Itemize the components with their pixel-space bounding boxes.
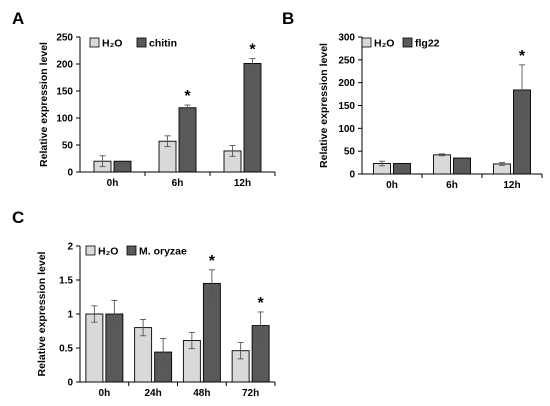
legend-swatch bbox=[136, 37, 147, 48]
y-axis-label: Relative expression level bbox=[36, 251, 48, 376]
y-tick-label: 150 bbox=[338, 101, 355, 112]
y-tick-label: 200 bbox=[56, 60, 73, 71]
bar bbox=[433, 154, 451, 175]
y-tick-label: 1.5 bbox=[59, 276, 73, 287]
x-tick-label: 6h bbox=[172, 178, 184, 189]
bar bbox=[243, 63, 262, 173]
legend-label: M. oryzae bbox=[139, 246, 187, 258]
y-tick-label: 100 bbox=[338, 124, 355, 135]
significance-star: * bbox=[249, 42, 256, 59]
y-tick-label: 0.5 bbox=[59, 344, 73, 355]
bar bbox=[393, 163, 411, 175]
y-tick-label: 0 bbox=[349, 170, 355, 181]
y-axis-label: Relative expression level bbox=[318, 43, 330, 168]
panel-letter: A bbox=[12, 9, 24, 28]
legend-swatch bbox=[85, 245, 96, 256]
y-tick-label: 0 bbox=[67, 378, 73, 389]
bar bbox=[202, 282, 221, 383]
legend-label: chitin bbox=[149, 38, 177, 50]
bar bbox=[453, 157, 471, 175]
y-tick-label: 2 bbox=[67, 242, 73, 253]
x-tick-label: 72h bbox=[242, 388, 259, 399]
y-tick-label: 250 bbox=[56, 33, 73, 44]
legend-label: H₂O bbox=[98, 246, 118, 258]
legend-swatch bbox=[361, 37, 372, 48]
y-tick-label: 100 bbox=[56, 114, 73, 125]
x-tick-label: 0h bbox=[99, 388, 111, 399]
x-tick-label: 12h bbox=[234, 178, 251, 189]
legend-swatch bbox=[402, 37, 413, 48]
bar bbox=[85, 313, 104, 383]
x-tick-label: 0h bbox=[107, 178, 119, 189]
legend-swatch bbox=[126, 245, 137, 256]
x-tick-label: 12h bbox=[503, 180, 520, 191]
x-tick-label: 6h bbox=[446, 180, 458, 191]
y-tick-label: 1 bbox=[67, 310, 73, 321]
legend-label: H₂O bbox=[102, 38, 122, 50]
panel-letter: C bbox=[12, 208, 24, 227]
y-tick-label: 300 bbox=[338, 33, 355, 44]
panel-letter: B bbox=[282, 9, 294, 28]
y-tick-label: 0 bbox=[67, 168, 73, 179]
y-axis-label: Relative expression level bbox=[38, 42, 50, 167]
significance-star: * bbox=[209, 253, 216, 270]
y-tick-label: 50 bbox=[62, 141, 74, 152]
significance-star: * bbox=[258, 295, 265, 312]
y-tick-label: 200 bbox=[338, 78, 355, 89]
y-tick-label: 50 bbox=[344, 147, 356, 158]
chart-panel-a: A Relative expression level 0 50 100 150 200 25… bbox=[12, 9, 276, 189]
x-tick-label: 24h bbox=[145, 388, 162, 399]
legend-swatch bbox=[89, 37, 100, 48]
bar bbox=[113, 160, 132, 173]
x-tick-label: 48h bbox=[193, 388, 210, 399]
x-tick-label: 0h bbox=[386, 180, 398, 191]
significance-star: * bbox=[184, 88, 191, 105]
bar bbox=[178, 107, 197, 173]
chart-panel-c: C Relative expression level 0 0.5 1 1.5 2 0h 24h… bbox=[12, 208, 276, 399]
chart-panel-b: B Relative expression level 0 50 100 150 200 25… bbox=[282, 9, 543, 191]
legend-label: H₂O bbox=[374, 38, 394, 50]
y-tick-label: 250 bbox=[338, 55, 355, 66]
legend-label: flg22 bbox=[415, 38, 440, 50]
significance-star: * bbox=[519, 48, 526, 65]
y-tick-label: 150 bbox=[56, 87, 73, 98]
